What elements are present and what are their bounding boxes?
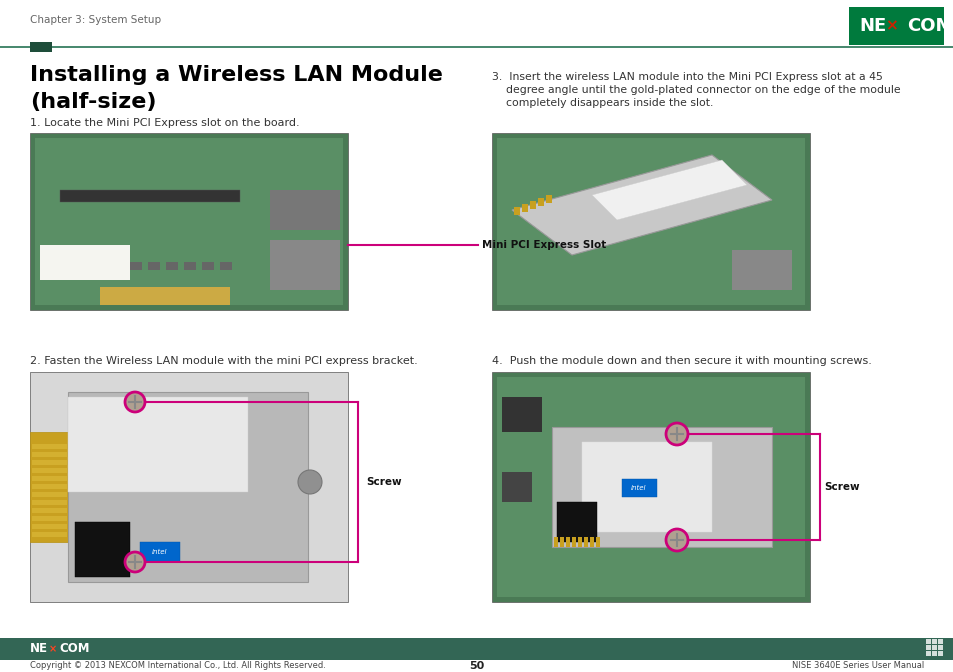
Bar: [32, 500, 67, 505]
Text: (half-size): (half-size): [30, 92, 156, 112]
Bar: [559, 537, 563, 547]
Bar: [35, 138, 343, 305]
Bar: [492, 372, 809, 602]
Text: 3.  Insert the wireless LAN module into the Mini PCI Express slot at a 45: 3. Insert the wireless LAN module into t…: [492, 72, 882, 82]
Bar: [32, 444, 67, 449]
Bar: [100, 287, 230, 305]
Bar: [578, 537, 581, 547]
Bar: [937, 651, 942, 656]
Text: Screw: Screw: [823, 482, 859, 492]
Bar: [545, 195, 552, 203]
Bar: [0, 46, 953, 48]
Bar: [75, 522, 130, 577]
Bar: [925, 645, 930, 650]
Bar: [32, 452, 67, 457]
Bar: [530, 201, 536, 209]
Bar: [140, 542, 180, 562]
Bar: [32, 524, 67, 529]
Bar: [583, 537, 587, 547]
Text: ×: ×: [883, 19, 897, 34]
Bar: [497, 138, 804, 305]
Bar: [931, 639, 936, 644]
Bar: [581, 442, 711, 532]
Text: 50: 50: [469, 661, 484, 671]
Text: 2. Fasten the Wireless LAN module with the mini PCI express bracket.: 2. Fasten the Wireless LAN module with t…: [30, 356, 417, 366]
Bar: [521, 204, 527, 212]
Text: 4.  Push the module down and then secure it with mounting screws.: 4. Push the module down and then secure …: [492, 356, 871, 366]
Circle shape: [125, 392, 145, 412]
Bar: [148, 262, 160, 270]
Bar: [32, 484, 67, 489]
Text: ×: ×: [49, 644, 57, 654]
Bar: [552, 427, 771, 547]
Text: intel: intel: [152, 549, 168, 555]
Bar: [40, 245, 130, 280]
Bar: [270, 240, 339, 290]
Bar: [60, 192, 240, 200]
Bar: [30, 42, 52, 52]
Bar: [32, 476, 67, 481]
Bar: [32, 468, 67, 473]
Circle shape: [297, 470, 322, 494]
Text: degree angle until the gold-plated connector on the edge of the module: degree angle until the gold-plated conne…: [492, 85, 900, 95]
Bar: [514, 207, 519, 215]
Text: Mini PCI Express Slot: Mini PCI Express Slot: [481, 240, 605, 250]
Bar: [68, 392, 308, 582]
Bar: [270, 190, 339, 230]
Text: NISE 3640E Series User Manual: NISE 3640E Series User Manual: [791, 661, 923, 671]
Bar: [589, 537, 594, 547]
Bar: [166, 262, 178, 270]
Bar: [497, 377, 804, 597]
Bar: [596, 537, 599, 547]
Text: intel: intel: [631, 485, 646, 491]
Bar: [130, 262, 142, 270]
Bar: [32, 532, 67, 537]
Bar: [0, 638, 953, 660]
Bar: [68, 397, 248, 492]
Bar: [925, 651, 930, 656]
Bar: [501, 397, 541, 432]
Text: COM: COM: [59, 642, 90, 655]
Bar: [30, 133, 348, 310]
Bar: [925, 639, 930, 644]
Bar: [848, 7, 943, 45]
Text: NE: NE: [30, 642, 48, 655]
Text: COM: COM: [906, 17, 952, 35]
Bar: [32, 492, 67, 497]
Bar: [572, 537, 576, 547]
Bar: [492, 133, 809, 310]
Bar: [60, 190, 240, 202]
Text: Installing a Wireless LAN Module: Installing a Wireless LAN Module: [30, 65, 442, 85]
Bar: [931, 645, 936, 650]
Polygon shape: [592, 160, 746, 220]
Text: 1. Locate the Mini PCI Express slot on the board.: 1. Locate the Mini PCI Express slot on t…: [30, 118, 299, 128]
Bar: [30, 372, 348, 602]
Bar: [931, 651, 936, 656]
Bar: [32, 516, 67, 521]
Bar: [937, 645, 942, 650]
Text: Copyright © 2013 NEXCOM International Co., Ltd. All Rights Reserved.: Copyright © 2013 NEXCOM International Co…: [30, 661, 326, 671]
Circle shape: [665, 423, 687, 445]
Bar: [537, 198, 543, 206]
Bar: [220, 262, 232, 270]
Bar: [937, 639, 942, 644]
Text: completely disappears inside the slot.: completely disappears inside the slot.: [492, 98, 713, 108]
Circle shape: [125, 552, 145, 572]
Polygon shape: [512, 155, 771, 255]
Bar: [32, 460, 67, 465]
Bar: [565, 537, 569, 547]
Bar: [554, 537, 558, 547]
Bar: [202, 262, 213, 270]
Circle shape: [665, 529, 687, 551]
Bar: [32, 508, 67, 513]
Bar: [501, 472, 532, 502]
Text: NE: NE: [858, 17, 885, 35]
Bar: [30, 432, 70, 542]
Bar: [184, 262, 195, 270]
Bar: [557, 502, 597, 542]
Text: Screw: Screw: [366, 477, 401, 487]
Bar: [731, 250, 791, 290]
Text: Chapter 3: System Setup: Chapter 3: System Setup: [30, 15, 161, 25]
Bar: [621, 479, 657, 497]
